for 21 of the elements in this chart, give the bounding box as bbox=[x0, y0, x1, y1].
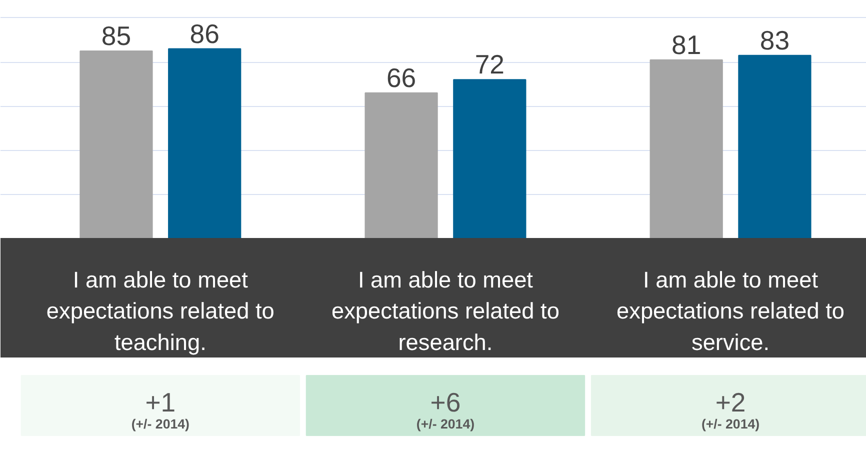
text: (+/- 2014) bbox=[701, 416, 760, 432]
x-tick-label: I am able to meet expectations related to teaching. bbox=[46, 266, 274, 355]
text: +1 bbox=[145, 388, 176, 418]
data-label: 85 bbox=[101, 21, 132, 51]
x-tick-label: I am able to meet expectations related to service. bbox=[616, 266, 845, 355]
bar bbox=[738, 54, 812, 238]
data-label: 72 bbox=[474, 50, 504, 80]
text: (+/- 2014) bbox=[131, 416, 190, 432]
bar bbox=[364, 92, 438, 238]
text: (+/- 2014) bbox=[416, 416, 475, 432]
bar bbox=[168, 48, 242, 238]
data-label: 81 bbox=[672, 30, 702, 60]
bar bbox=[453, 79, 526, 238]
bar bbox=[80, 50, 153, 238]
data-label: 86 bbox=[190, 18, 220, 49]
text: +2 bbox=[715, 388, 746, 418]
data-label: 83 bbox=[760, 25, 790, 56]
text: +6 bbox=[430, 388, 461, 418]
bar bbox=[650, 59, 723, 238]
data-label: 66 bbox=[386, 62, 416, 93]
x-tick-label: I am able to meet expectations related to research. bbox=[331, 266, 560, 355]
